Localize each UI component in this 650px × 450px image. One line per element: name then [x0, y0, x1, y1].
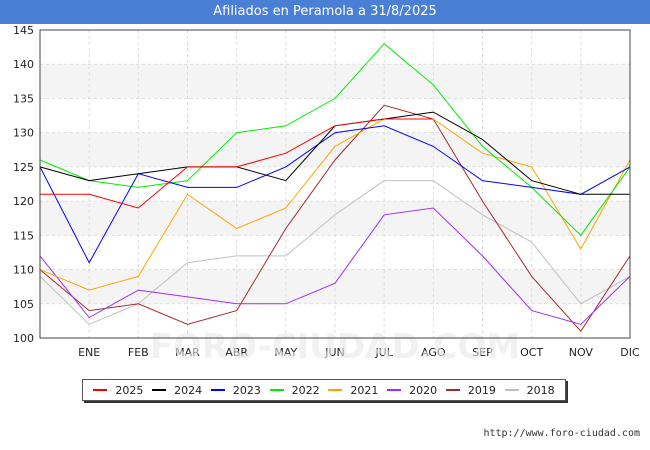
legend-item-2020: 2020	[387, 384, 437, 397]
legend-item-2025: 2025	[93, 384, 143, 397]
legend-swatch	[93, 389, 108, 391]
legend-label: 2023	[232, 383, 261, 397]
legend-label: 2021	[350, 383, 379, 397]
x-tick-label: SEP	[472, 346, 493, 359]
plot-frame	[39, 29, 631, 339]
x-tick-label: ABR	[225, 346, 248, 359]
y-tick-label: 125	[13, 161, 34, 174]
legend-item-2018: 2018	[504, 383, 555, 397]
x-tick-label: NOV	[569, 346, 594, 359]
y-tick-label: 120	[13, 195, 34, 208]
y-tick-label: 145	[13, 24, 34, 37]
legend-label: 2019	[467, 383, 496, 397]
legend-label: 2025	[115, 383, 144, 397]
chart-title: Afiliados en Peramola a 31/8/2025	[0, 0, 650, 24]
legend-swatch	[269, 389, 284, 391]
legend-label: 2018	[526, 383, 555, 397]
grid-band	[40, 132, 630, 167]
y-tick-label: 130	[13, 127, 34, 140]
series-line-2019	[39, 104, 631, 333]
x-tick-label: DIC	[620, 346, 640, 359]
legend-swatch	[504, 389, 519, 391]
legend-item-2019: 2019	[445, 383, 496, 397]
x-tick-label: AGO	[421, 346, 446, 359]
legend-label: 2022	[291, 383, 320, 397]
y-tick-label: 135	[13, 92, 34, 105]
x-tick-label: ENE	[78, 346, 100, 359]
y-tick-label: 100	[13, 332, 34, 345]
legend-item-2021: 2021	[328, 384, 378, 397]
legend: 2025 2024 2023 2022 2021 2020 2019 2018	[82, 379, 566, 401]
series-line-2020	[39, 207, 631, 325]
watermark: FORO-CIUDAD.COM	[150, 327, 521, 367]
legend-swatch	[328, 389, 343, 391]
y-tick-label: 140	[13, 58, 34, 71]
x-tick-label: OCT	[520, 346, 543, 359]
series-line-2025	[40, 118, 434, 209]
y-tick-label: 115	[13, 229, 34, 242]
legend-label: 2020	[409, 383, 438, 397]
legend-item-2023: 2023	[210, 383, 261, 397]
source-url: http://www.foro-ciudad.com	[483, 428, 640, 439]
y-tick-label: 105	[13, 298, 34, 311]
grid-band	[40, 64, 630, 99]
x-tick-label: MAR	[175, 346, 200, 359]
legend-swatch	[152, 389, 167, 391]
legend-item-2024: 2024	[152, 384, 202, 397]
x-tick-label: FEB	[128, 346, 149, 359]
x-tick-label: JUN	[324, 346, 345, 359]
legend-item-2022: 2022	[269, 383, 320, 397]
x-tick-label: MAY	[274, 346, 297, 359]
series-line-2021	[39, 118, 631, 291]
legend-swatch	[387, 389, 402, 391]
y-tick-label: 110	[13, 264, 34, 277]
legend-swatch	[445, 389, 460, 391]
grid-band	[40, 269, 630, 304]
legend-label: 2024	[174, 383, 203, 397]
x-tick-label: JUL	[374, 346, 393, 359]
legend-swatch	[210, 389, 225, 391]
